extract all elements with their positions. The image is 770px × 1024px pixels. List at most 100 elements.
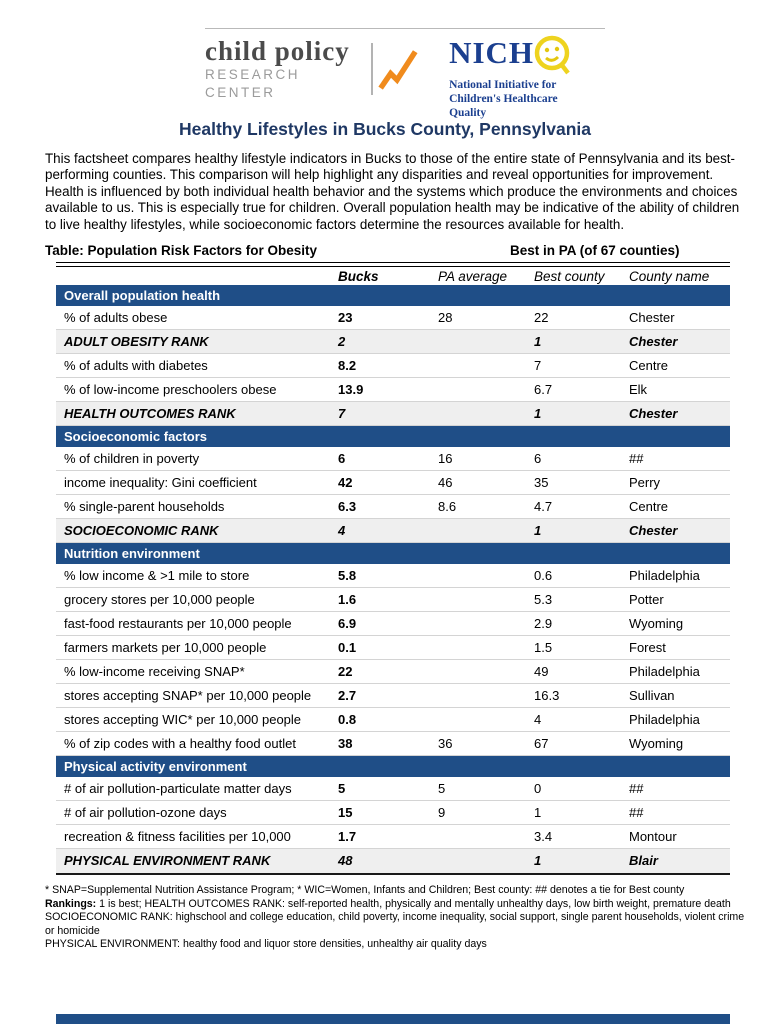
column-header-pa-average: PA average (438, 269, 508, 284)
cell-county-name: Elk (629, 382, 648, 397)
cell-county-name: Chester (629, 310, 675, 325)
cell-pa-average (436, 849, 532, 873)
nichq-logo-text: NICH (449, 35, 535, 70)
cell-best-county: 35 (534, 475, 549, 490)
cell-best-county: 3.4 (534, 829, 553, 844)
section-header-label: Nutrition environment (64, 546, 200, 561)
cell-bucks: 5.8 (338, 568, 357, 583)
row-label: income inequality: Gini coefficient (64, 475, 257, 490)
nichq-subtitle: National Initiative for Children's Healt… (449, 78, 585, 120)
cell-county-name: ## (629, 805, 644, 820)
cell-pa-average: 28 (438, 310, 453, 325)
cell-county-name: Potter (629, 592, 664, 607)
nichq-subtitle-line2: Children's Healthcare Quality (449, 93, 558, 119)
row-label: HEALTH OUTCOMES RANK (64, 406, 236, 421)
table-row: income inequality: Gini coefficient 42 4… (56, 471, 730, 495)
row-label: % single-parent households (64, 499, 225, 514)
cell-bucks: 5 (338, 781, 346, 796)
cell-county-name: Wyoming (629, 616, 684, 631)
cell-pa-average (436, 588, 532, 611)
cell-bucks: 7 (338, 406, 346, 421)
row-label: recreation & fitness facilities per 10,0… (64, 829, 291, 844)
cell-bucks: 38 (338, 736, 353, 751)
table-row: % of zip codes with a healthy food outle… (56, 732, 730, 756)
cell-best-county: 1.5 (534, 640, 553, 655)
cell-bucks: 1.6 (338, 592, 357, 607)
cell-county-name: Centre (629, 499, 669, 514)
cell-best-county: 4.7 (534, 499, 553, 514)
row-label: stores accepting WIC* per 10,000 people (64, 712, 302, 727)
table-row: % low-income receiving SNAP* 22 49 Phila… (56, 660, 730, 684)
cell-pa-average (436, 378, 532, 401)
table-row: # of air pollution-particulate matter da… (56, 777, 730, 801)
cell-county-name: Philadelphia (629, 568, 700, 583)
cell-county-name: Chester (629, 406, 678, 421)
row-label: fast-food restaurants per 10,000 people (64, 616, 292, 631)
cell-county-name: Perry (629, 475, 661, 490)
cell-pa-average (436, 636, 532, 659)
page-title: Healthy Lifestyles in Bucks County, Penn… (178, 119, 592, 139)
cell-bucks: 2 (338, 334, 346, 349)
cell-county-name: Centre (629, 358, 669, 373)
cell-best-county: 49 (534, 664, 549, 679)
cell-bucks: 6.9 (338, 616, 357, 631)
header-logos: child policy RESEARCH CENTER NICH N (205, 36, 585, 120)
table-row: ADULT OBESITY RANK 2 1 Chester (56, 330, 730, 354)
trend-chart-icon (378, 50, 418, 90)
column-header-row: Bucks PA average Best county County name (56, 269, 730, 285)
cell-best-county: 0 (534, 781, 542, 796)
footnote-text: * SNAP=Supplemental Nutrition Assistance… (45, 884, 685, 896)
cell-bucks: 6.3 (338, 499, 357, 514)
child-policy-logo: child policy RESEARCH CENTER (205, 36, 419, 102)
section-header-label: Overall population health (64, 288, 221, 303)
cell-bucks: 15 (338, 805, 353, 820)
cell-pa-average (436, 519, 532, 542)
cell-pa-average: 8.6 (438, 499, 457, 514)
cell-best-county: 0.6 (534, 568, 553, 583)
cell-bucks: 48 (338, 853, 353, 868)
nichq-subtitle-line1: National Initiative for (449, 79, 557, 91)
cell-county-name: Forest (629, 640, 666, 655)
cell-county-name: Wyoming (629, 736, 684, 751)
cell-best-county: 67 (534, 736, 549, 751)
cell-best-county: 6.7 (534, 382, 553, 397)
footnotes: * SNAP=Supplemental Nutrition Assistance… (45, 884, 745, 952)
cell-county-name: Chester (629, 334, 678, 349)
cell-pa-average (436, 825, 532, 848)
footnote-line: PHYSICAL ENVIRONMENT: healthy food and l… (45, 938, 745, 952)
child-policy-logo-text: child policy RESEARCH CENTER (205, 36, 361, 102)
cell-pa-average: 5 (438, 781, 446, 796)
table-row: grocery stores per 10,000 people 1.6 5.3… (56, 588, 730, 612)
cell-bucks: 42 (338, 475, 353, 490)
cell-county-name: Sullivan (629, 688, 675, 703)
cell-best-county: 6 (534, 451, 542, 466)
smiley-q-icon (534, 35, 570, 75)
table-row: % of adults obese 23 28 22 Chester (56, 306, 730, 330)
cell-pa-average (436, 708, 532, 731)
nichq-logo-row: NICH (449, 36, 585, 76)
cell-pa-average (436, 330, 532, 353)
cell-county-name: Philadelphia (629, 664, 700, 679)
row-label: grocery stores per 10,000 people (64, 592, 255, 607)
row-label: % of zip codes with a healthy food outle… (64, 736, 296, 751)
child-policy-logo-name: child policy (205, 36, 350, 66)
row-label: PHYSICAL ENVIRONMENT RANK (64, 853, 271, 868)
table-row: # of air pollution-ozone days 15 9 1 ## (56, 801, 730, 825)
cell-county-name: Philadelphia (629, 712, 700, 727)
row-label: # of air pollution-ozone days (64, 805, 227, 820)
cell-pa-average (436, 684, 532, 707)
cell-county-name: Blair (629, 853, 658, 868)
section-header-label: Physical activity environment (64, 759, 247, 774)
child-policy-logo-subname: RESEARCH CENTER (205, 67, 301, 100)
cell-pa-average: 16 (438, 451, 453, 466)
cell-bucks: 22 (338, 664, 353, 679)
cell-best-county: 4 (534, 712, 542, 727)
double-rule (56, 262, 730, 267)
table-row: HEALTH OUTCOMES RANK 7 1 Chester (56, 402, 730, 426)
table-row: stores accepting SNAP* per 10,000 people… (56, 684, 730, 708)
cell-bucks: 0.8 (338, 712, 357, 727)
row-label: farmers markets per 10,000 people (64, 640, 267, 655)
table-row: % single-parent households 6.3 8.6 4.7 C… (56, 495, 730, 519)
table-row: SOCIOECONOMIC RANK 4 1 Chester (56, 519, 730, 543)
row-label: # of air pollution-particulate matter da… (64, 781, 292, 796)
